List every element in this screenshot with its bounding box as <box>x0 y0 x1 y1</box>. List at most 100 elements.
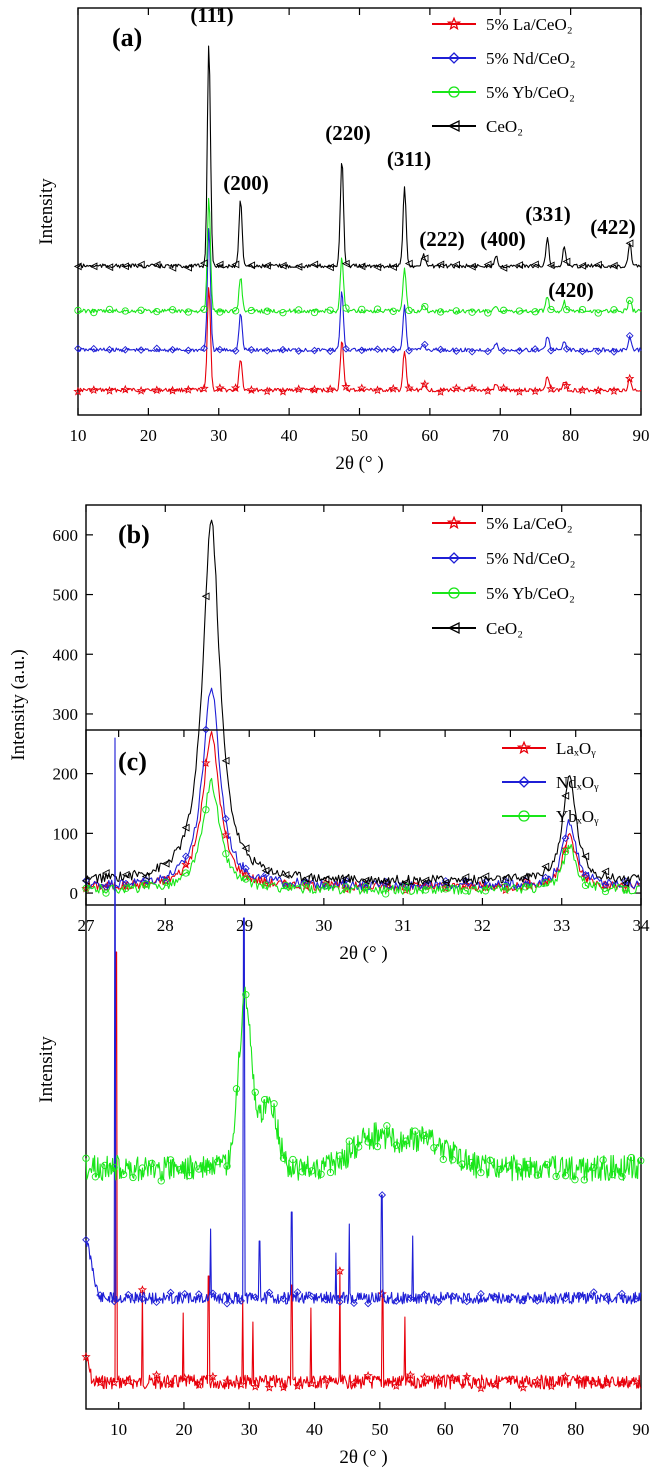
x-axis-label: 2θ (° ) <box>339 943 387 964</box>
series-line-marker <box>138 1295 147 1303</box>
series-line-marker <box>609 261 618 270</box>
x-tick-label: 80 <box>562 426 579 445</box>
y-axis-label: Intensity <box>36 1036 57 1103</box>
series-line-marker <box>349 1378 359 1388</box>
series-line-marker <box>181 859 191 869</box>
series-line-marker <box>325 384 335 394</box>
series-line-marker <box>364 1299 372 1308</box>
series-line-marker <box>476 1383 486 1393</box>
series-line-marker <box>162 878 170 886</box>
series-line-marker <box>263 346 272 355</box>
series-line-marker <box>421 876 430 885</box>
series-line-marker <box>477 1289 485 1298</box>
series-line-marker <box>105 263 114 272</box>
series-line-marker <box>632 1295 640 1303</box>
series-line-marker <box>335 1266 345 1276</box>
series-line-marker <box>574 1375 585 1385</box>
series-line-marker <box>216 345 224 354</box>
series-line-marker <box>621 886 630 894</box>
series-line-marker <box>231 260 240 269</box>
series-line-marker <box>483 385 493 395</box>
x-axis-label: 2θ (° ) <box>339 1447 387 1468</box>
x-tick-label: 30 <box>210 426 227 445</box>
series-line-marker <box>496 1165 504 1174</box>
series-line-marker <box>441 885 450 893</box>
series-line-marker <box>601 867 610 876</box>
legend-marker <box>518 810 530 822</box>
series-line-marker <box>477 1169 485 1177</box>
series-line-marker <box>204 1163 212 1171</box>
series-line-marker <box>468 347 476 356</box>
x-tick-label: 40 <box>281 426 298 445</box>
series-line-marker <box>74 306 82 315</box>
series-line-marker <box>138 1164 147 1172</box>
series-line-marker <box>627 1154 635 1162</box>
series-line-marker <box>381 879 391 889</box>
x-tick-label: 70 <box>502 1420 519 1439</box>
x-tick-label: 30 <box>241 1420 258 1439</box>
series-line-marker <box>420 379 430 389</box>
legend-label: YbₓOᵧ <box>556 807 599 826</box>
series-line-marker <box>182 852 190 861</box>
x-tick-label: 40 <box>306 1420 323 1439</box>
series-line-marker <box>435 386 446 396</box>
series-line-marker <box>262 261 271 270</box>
peak-label: (422) <box>590 215 636 239</box>
series-line-marker <box>625 239 634 248</box>
series-line-marker <box>184 346 193 355</box>
series-line-marker <box>278 386 288 396</box>
peak-label: (311) <box>387 147 431 171</box>
panel-a-chart: 10 20 30 40 50 60 70 80 90 2θ (° ) Intensity (a) 5% … <box>36 3 650 474</box>
series-line-marker <box>389 345 398 354</box>
x-tick-label: 60 <box>421 426 438 445</box>
series-line-marker <box>279 1154 288 1162</box>
series-line-marker <box>577 385 588 395</box>
series-line-marker <box>562 257 571 266</box>
series-line-marker <box>421 303 429 311</box>
series-line-marker <box>152 385 162 395</box>
legend-label: 5% Nd/CeO₂ <box>486 49 576 68</box>
series-line-marker <box>514 386 525 396</box>
series-line-marker <box>524 1160 532 1168</box>
x-tick-label: 70 <box>492 426 509 445</box>
series-line-marker <box>223 1299 231 1308</box>
series-line-marker <box>608 1171 617 1179</box>
series-line-marker <box>153 308 161 316</box>
series-line-marker <box>270 1100 278 1108</box>
series-line-marker <box>590 1163 598 1172</box>
series-line-marker <box>422 886 430 894</box>
x-tick-label: 32 <box>474 916 491 935</box>
series-line-marker <box>580 1176 588 1184</box>
series-line-marker <box>202 725 210 734</box>
series-line-marker <box>184 308 192 316</box>
legend-marker <box>447 119 460 133</box>
series-line-marker <box>594 260 602 269</box>
series-line-marker <box>105 305 114 313</box>
series-line-marker <box>533 1171 541 1179</box>
series-line-marker <box>141 872 150 881</box>
series-line-marker <box>484 309 492 317</box>
series-line <box>85 519 641 886</box>
series-line-marker <box>452 307 460 315</box>
series-line-marker <box>402 1137 410 1145</box>
series-line-marker <box>404 383 414 393</box>
series-line-marker <box>533 1297 542 1305</box>
series-line-marker <box>151 1370 162 1380</box>
series-line-marker <box>618 1289 626 1298</box>
series-line-marker <box>501 874 510 882</box>
x-tick-label: 20 <box>175 1420 192 1439</box>
series-line-marker <box>603 1295 612 1304</box>
series-line <box>85 951 642 1390</box>
series-line-marker <box>181 823 190 832</box>
series-line-marker <box>137 306 145 314</box>
series-line-marker <box>199 383 209 393</box>
series-line-marker <box>421 881 430 890</box>
series-line-marker <box>194 1290 203 1298</box>
series-line-marker <box>294 384 304 394</box>
series-line-marker <box>617 1378 627 1387</box>
series-line-marker <box>121 345 130 354</box>
series-line-marker <box>237 1297 245 1305</box>
series-line-marker <box>122 879 130 888</box>
series-line-marker <box>260 1096 269 1104</box>
series-line-marker <box>165 1379 176 1389</box>
